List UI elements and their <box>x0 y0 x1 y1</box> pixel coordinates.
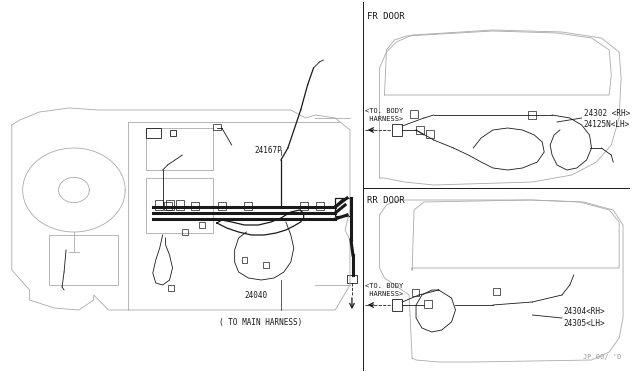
Text: <TO. BODY
 HARNESS>: <TO. BODY HARNESS> <box>365 283 403 297</box>
Text: FR DOOR: FR DOOR <box>367 12 404 21</box>
Text: RR DOOR: RR DOOR <box>367 196 404 205</box>
Text: JP 00/ 'D: JP 00/ 'D <box>583 354 621 360</box>
Text: 24125N<LH>: 24125N<LH> <box>584 119 630 128</box>
Text: 24304<RH>: 24304<RH> <box>564 308 605 317</box>
Text: ( TO MAIN HARNESS): ( TO MAIN HARNESS) <box>219 317 302 327</box>
Text: 24302 <RH>: 24302 <RH> <box>584 109 630 118</box>
Text: <TO. BODY
 HARNESS>: <TO. BODY HARNESS> <box>365 108 403 122</box>
Text: 24305<LH>: 24305<LH> <box>564 318 605 327</box>
Text: 24040: 24040 <box>244 291 268 299</box>
Text: 24167P: 24167P <box>254 145 282 154</box>
